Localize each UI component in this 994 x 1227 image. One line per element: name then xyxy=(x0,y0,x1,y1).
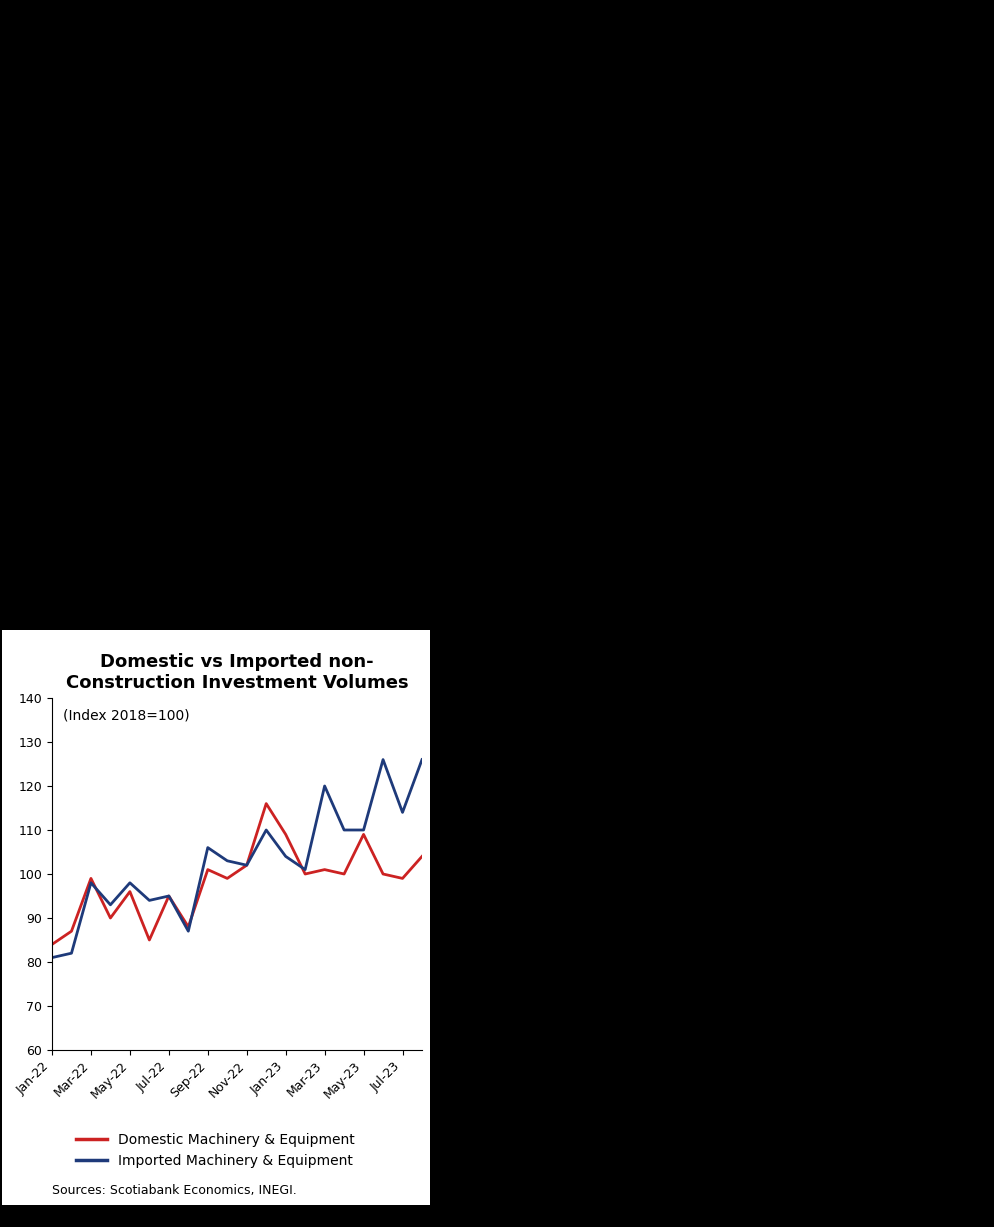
Legend: Domestic Machinery & Equipment, Imported Machinery & Equipment: Domestic Machinery & Equipment, Imported… xyxy=(71,1128,360,1173)
Text: Sources: Scotiabank Economics, INEGI.: Sources: Scotiabank Economics, INEGI. xyxy=(52,1184,297,1196)
Text: (Index 2018=100): (Index 2018=100) xyxy=(63,708,190,723)
Text: Domestic vs Imported non-
Construction Investment Volumes: Domestic vs Imported non- Construction I… xyxy=(66,653,409,692)
